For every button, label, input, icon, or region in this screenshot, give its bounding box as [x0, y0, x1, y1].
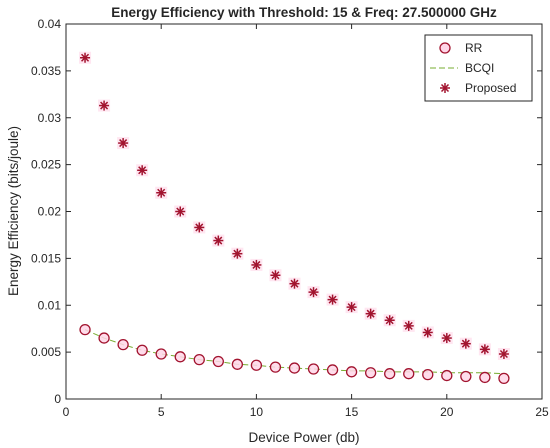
- y-tick-label: 0.03: [38, 111, 62, 125]
- series-proposed-point: [155, 186, 168, 199]
- series-rr-point: [364, 367, 377, 379]
- y-tick-label: 0: [54, 392, 61, 406]
- legend: RR BCQI Proposed: [424, 34, 533, 102]
- legend-symbol-proposed: [440, 83, 450, 93]
- x-tick-label: 25: [535, 405, 549, 419]
- series-rr-point: [422, 368, 434, 381]
- series-proposed-point: [307, 286, 320, 299]
- series-proposed-point: [136, 164, 149, 177]
- y-tick-label: 0.005: [31, 345, 61, 359]
- series-rr-point: [326, 364, 339, 376]
- series-rr-point: [155, 348, 167, 360]
- series-rr-point: [231, 358, 244, 370]
- series-rr-point: [212, 355, 224, 368]
- series-rr-point: [98, 332, 110, 344]
- series-proposed-point: [98, 99, 111, 112]
- series-proposed-point: [288, 277, 301, 290]
- y-tick-label: 0.025: [31, 158, 61, 172]
- x-tick-label: 10: [250, 405, 264, 419]
- series-proposed-point: [79, 51, 92, 64]
- series-rr-point: [498, 372, 510, 385]
- series-bcqi-line: [84, 329, 504, 375]
- series-rr-point: [174, 351, 186, 363]
- series-proposed-point: [269, 269, 282, 282]
- series-rr-point: [136, 344, 148, 356]
- series-rr-point: [479, 371, 491, 384]
- plot-frame: [65, 23, 543, 400]
- x-axis-label: Device Power (db): [248, 430, 359, 445]
- series-rr-point: [250, 359, 263, 371]
- legend-label-rr: RR: [465, 41, 483, 55]
- y-tick-label: 0.01: [38, 298, 62, 312]
- series-rr-point: [384, 368, 396, 380]
- series-proposed-point: [193, 221, 206, 234]
- series-proposed-point: [174, 205, 187, 218]
- x-tick-label: 5: [158, 405, 165, 419]
- y-tick-label: 0.04: [38, 17, 62, 31]
- series-proposed-point: [478, 343, 491, 356]
- series-proposed-point: [497, 348, 510, 360]
- series-proposed-point: [326, 293, 339, 306]
- series-rr-point: [117, 338, 129, 351]
- y-tick-label: 0.035: [31, 64, 61, 78]
- y-axis-label: Energy Efficiency (bits/joule): [6, 126, 21, 296]
- series-rr-point: [269, 361, 282, 373]
- data-marks: [79, 51, 510, 385]
- x-tick-label: 15: [345, 405, 359, 419]
- series-proposed-point: [250, 258, 263, 271]
- series-proposed-point: [440, 332, 453, 345]
- y-tick-label: 0.02: [38, 205, 62, 219]
- series-rr-point: [441, 369, 453, 382]
- x-tick-label: 20: [440, 405, 454, 419]
- series-proposed-point: [117, 137, 130, 150]
- series-proposed-point: [212, 234, 225, 247]
- series-proposed-point: [364, 307, 377, 320]
- series-rr-point: [79, 323, 91, 336]
- legend-label-bcqi: BCQI: [465, 61, 494, 75]
- series-rr-point: [460, 370, 472, 383]
- chart-title: Energy Efficiency with Threshold: 15 & F…: [111, 5, 497, 20]
- series-rr-point: [403, 368, 415, 380]
- series-rr-point: [307, 363, 320, 375]
- series-proposed-point: [402, 319, 415, 332]
- series-rr-point: [345, 366, 358, 378]
- series-proposed-point: [231, 247, 244, 260]
- legend-label-proposed: Proposed: [465, 81, 516, 95]
- series-proposed-point: [459, 337, 472, 350]
- x-tick-label: 0: [63, 405, 70, 419]
- series-proposed-point: [383, 314, 396, 327]
- series-rr-point: [193, 353, 205, 366]
- series-rr-point: [288, 362, 301, 374]
- legend-symbol-rr: [439, 42, 451, 54]
- series-proposed-point: [421, 326, 434, 339]
- series-proposed-point: [345, 301, 358, 314]
- y-tick-label: 0.015: [31, 251, 61, 265]
